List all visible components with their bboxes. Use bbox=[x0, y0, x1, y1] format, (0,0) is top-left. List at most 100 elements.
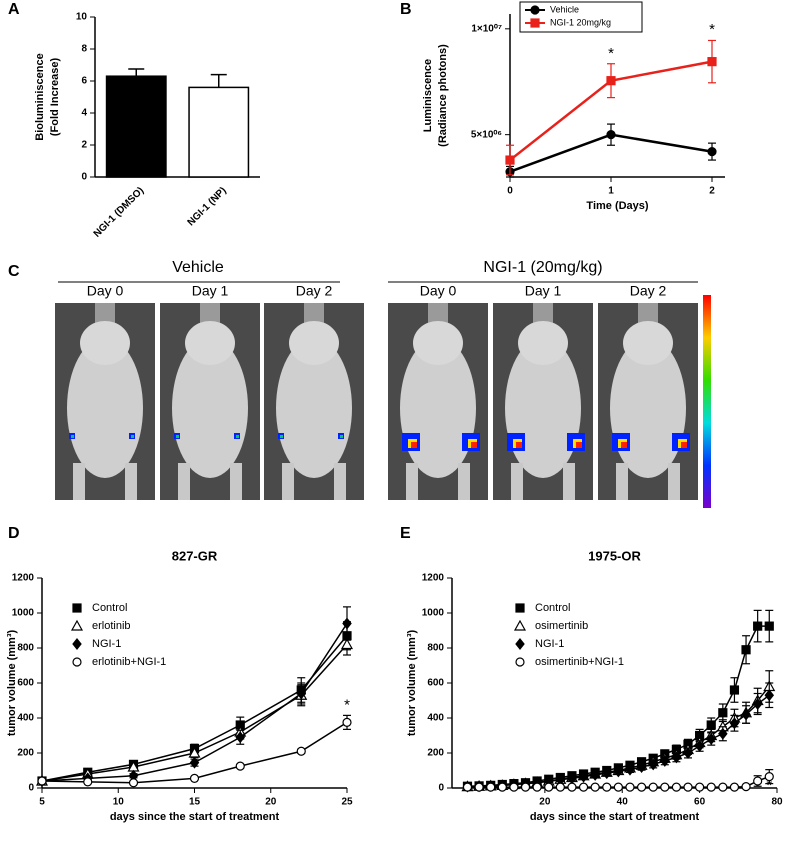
bar bbox=[188, 86, 250, 178]
legend-label: NGI-1 20mg/kg bbox=[550, 17, 611, 27]
y-tick-label: 600 bbox=[427, 678, 444, 689]
point bbox=[718, 782, 728, 792]
mouse-leg bbox=[616, 463, 628, 500]
mouse-leg bbox=[178, 463, 190, 500]
point bbox=[764, 689, 775, 702]
mouse-head bbox=[80, 321, 130, 365]
group-title: Vehicle bbox=[172, 259, 224, 276]
x-tick-label: 1 bbox=[608, 186, 614, 197]
legend-marker bbox=[513, 619, 527, 631]
x-axis-label: Time (Days) bbox=[586, 200, 648, 212]
point bbox=[741, 708, 751, 721]
y-axis-label: (Fold Increase) bbox=[49, 58, 61, 137]
y-tick-label: 200 bbox=[427, 748, 444, 759]
y-tick-label: 2 bbox=[81, 140, 87, 151]
point bbox=[340, 638, 354, 650]
legend-label: Control bbox=[535, 602, 570, 614]
point bbox=[606, 76, 616, 86]
point bbox=[235, 761, 245, 771]
point bbox=[683, 782, 693, 792]
chart-title: 827-GR bbox=[172, 548, 218, 563]
signal bbox=[471, 442, 477, 448]
point bbox=[648, 782, 658, 792]
y-tick-label: 400 bbox=[427, 713, 444, 724]
legend-label: Vehicle bbox=[550, 4, 579, 14]
mouse-head bbox=[518, 321, 568, 365]
legend-label: erlotinib+NGI-1 bbox=[92, 656, 166, 668]
legend-marker bbox=[515, 657, 525, 667]
point bbox=[474, 782, 484, 792]
day-label: Day 1 bbox=[192, 283, 229, 299]
y-axis-label: Bioluminiscence bbox=[34, 53, 46, 140]
legend-marker bbox=[72, 603, 82, 613]
point bbox=[729, 717, 740, 730]
series-line bbox=[467, 625, 770, 787]
y-tick-label: 1200 bbox=[422, 573, 445, 584]
mouse-leg bbox=[73, 463, 85, 500]
point bbox=[741, 645, 751, 655]
mouse-leg bbox=[125, 463, 137, 500]
point bbox=[764, 621, 774, 631]
y-tick-label: 200 bbox=[17, 748, 34, 759]
point bbox=[636, 761, 647, 773]
signal bbox=[131, 435, 134, 438]
point bbox=[497, 782, 507, 792]
y-tick-label: 0 bbox=[81, 172, 87, 183]
point bbox=[707, 57, 717, 67]
group-title: NGI-1 (20mg/kg) bbox=[483, 259, 602, 276]
legend-marker bbox=[515, 603, 525, 613]
y-axis-label: (Radiance photons) bbox=[437, 44, 449, 147]
annotation: * bbox=[344, 697, 350, 714]
y-tick-label: 0 bbox=[28, 783, 34, 794]
mouse-body bbox=[172, 338, 248, 478]
mouse-leg bbox=[282, 463, 294, 500]
legend-label: NGI-1 bbox=[92, 638, 121, 650]
point bbox=[718, 708, 728, 718]
legend-label: osimertinib+NGI-1 bbox=[535, 656, 624, 668]
panel-label: C bbox=[8, 263, 20, 280]
point bbox=[706, 782, 716, 792]
x-tick-label: NGI-1 (NP) bbox=[186, 185, 229, 228]
point bbox=[625, 782, 635, 792]
point bbox=[83, 777, 93, 787]
point bbox=[520, 782, 531, 792]
y-tick-label: 8 bbox=[81, 44, 87, 55]
y-tick-label: 4 bbox=[81, 108, 87, 119]
legend-marker bbox=[515, 638, 525, 650]
annotation: * bbox=[709, 21, 715, 38]
signal bbox=[621, 442, 627, 448]
point bbox=[578, 770, 589, 783]
legend-label: erlotinib bbox=[92, 620, 131, 632]
mouse-head bbox=[289, 321, 339, 365]
point bbox=[625, 763, 635, 776]
x-tick-label: 80 bbox=[771, 797, 783, 808]
y-tick-label: 1000 bbox=[422, 608, 445, 619]
point bbox=[505, 155, 515, 165]
y-tick-label: 1×10⁰⁷ bbox=[471, 23, 502, 34]
point bbox=[660, 782, 670, 792]
point bbox=[235, 731, 246, 744]
point bbox=[613, 782, 623, 792]
signal bbox=[681, 442, 687, 448]
point bbox=[753, 776, 763, 786]
signal bbox=[236, 435, 239, 438]
signal bbox=[516, 442, 522, 448]
point bbox=[509, 782, 519, 792]
point bbox=[342, 617, 352, 630]
signal bbox=[71, 435, 74, 438]
panel-label: A bbox=[8, 1, 20, 18]
mouse-head bbox=[413, 321, 463, 365]
y-tick-label: 5×10⁰⁶ bbox=[471, 129, 502, 140]
point bbox=[532, 782, 542, 792]
day-label: Day 2 bbox=[630, 283, 667, 299]
annotation: * bbox=[608, 45, 614, 62]
point bbox=[706, 733, 716, 745]
legend-marker bbox=[72, 638, 82, 650]
point bbox=[590, 782, 600, 792]
chart-title: 1975-OR bbox=[588, 548, 641, 563]
x-tick-label: NGI-1 (DMSO) bbox=[92, 185, 147, 240]
panel-label: E bbox=[400, 525, 411, 542]
x-tick-label: 20 bbox=[539, 797, 551, 808]
point bbox=[707, 146, 717, 157]
mouse-leg bbox=[511, 463, 523, 500]
